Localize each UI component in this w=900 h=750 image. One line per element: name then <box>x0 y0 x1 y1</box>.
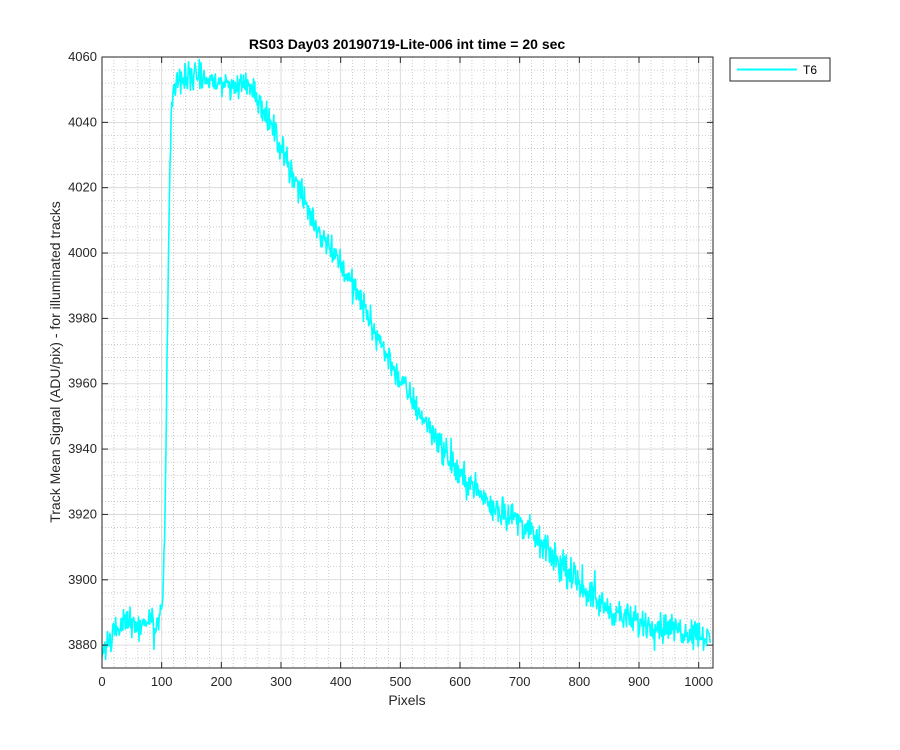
x-tick-label: 300 <box>270 674 292 689</box>
x-tick-label: 700 <box>509 674 531 689</box>
axes-background <box>102 57 713 668</box>
x-tick-label: 500 <box>389 674 411 689</box>
y-tick-label: 3940 <box>68 441 97 456</box>
y-tick-label: 3960 <box>68 376 97 391</box>
legend-label-T6: T6 <box>803 63 817 77</box>
y-tick-label: 3900 <box>68 572 97 587</box>
chart-title: RS03 Day03 20190719-Lite-006 int time = … <box>249 36 566 52</box>
axes-frame <box>101 56 714 669</box>
y-tick-label: 3880 <box>68 637 97 652</box>
x-axis-label: Pixels <box>388 692 425 708</box>
series-line-T6 <box>102 58 712 661</box>
x-tick-label: 1000 <box>684 674 713 689</box>
x-tick-label: 400 <box>330 674 352 689</box>
x-tick-label: 600 <box>449 674 471 689</box>
major-grid <box>101 56 713 668</box>
plot-area: 0 100 200 300 400 500 600 700 800 900 1000 3880 390… <box>68 49 714 689</box>
x-tick-label: 100 <box>151 674 173 689</box>
y-tick-label: 4060 <box>68 49 97 64</box>
x-tick-label: 900 <box>628 674 650 689</box>
series-layer <box>102 58 712 661</box>
y-tick-label: 3920 <box>68 506 97 521</box>
y-axis-ticks: 3880 3900 3920 3940 3960 3980 4000 4020 4040 4060 <box>68 49 713 652</box>
y-tick-label: 4000 <box>68 245 97 260</box>
x-tick-label: 0 <box>98 674 105 689</box>
x-tick-label: 800 <box>568 674 590 689</box>
y-tick-label: 4040 <box>68 114 97 129</box>
x-axis-ticks: 0 100 200 300 400 500 600 700 800 900 1000 <box>98 57 713 689</box>
y-tick-label: 4020 <box>68 180 97 195</box>
y-tick-label: 3980 <box>68 310 97 325</box>
legend[interactable]: T6 <box>729 57 831 82</box>
x-tick-label: 200 <box>210 674 232 689</box>
y-axis-label: Track Mean Signal (ADU/pix) - for illumi… <box>47 201 63 523</box>
